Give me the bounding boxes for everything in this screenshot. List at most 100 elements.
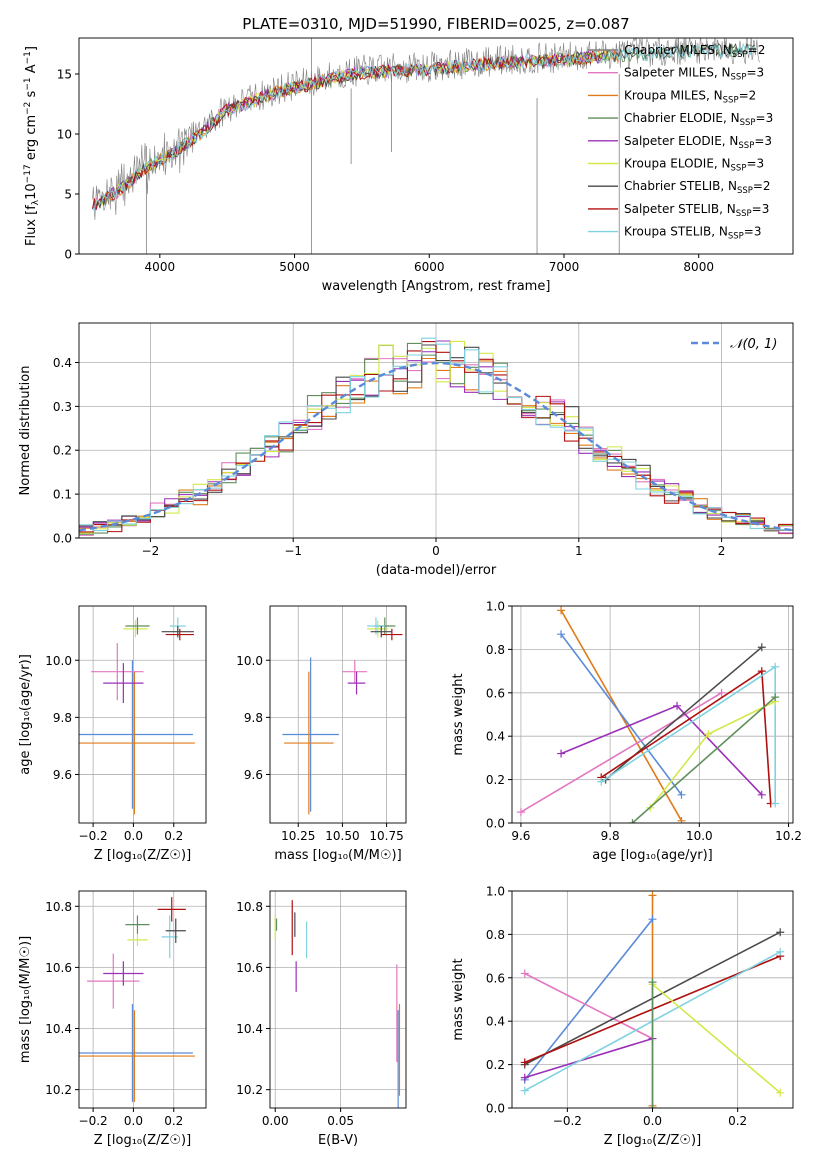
weight-point-marker [520, 1086, 529, 1095]
weight-point-marker [628, 819, 637, 823]
legend-value: =3 [756, 111, 774, 125]
y-tick-label: 0.2 [486, 1058, 505, 1072]
axes-frame [78, 37, 794, 255]
y-axis-label-part: −2 [23, 102, 33, 115]
weight-point-marker [557, 630, 566, 639]
y-tick-label: 0.4 [486, 730, 505, 744]
errorbar-point [165, 628, 194, 641]
errorbar-point [127, 933, 148, 947]
weight-point-marker [757, 790, 766, 799]
errorbar-point [342, 660, 368, 684]
plot-area [79, 897, 195, 1102]
errorbar-point [165, 918, 186, 943]
x-tick-label: 0.0 [124, 1114, 143, 1128]
x-tick-label: 1 [575, 544, 583, 558]
y-axis-label-part: A [24, 64, 39, 77]
y-tick-label: 0.1 [53, 488, 72, 502]
legend-entry: Kroupa ELODIE, NSSP=3 [624, 157, 764, 174]
errorbar-point [125, 617, 150, 635]
axes-weight-vs-Z: −0.2 0.0 0.2 0.0 0.2 0.4 0.6 0.8 1.0 Z [log₁₀(Z/Z… [451, 885, 794, 1148]
weight-point-marker [771, 693, 780, 702]
y-tick-label: 0.6 [486, 686, 505, 700]
weight-point-marker [677, 816, 686, 823]
y-tick-label: 0.8 [486, 928, 505, 942]
y-tick-label: 0 [64, 248, 72, 262]
y-tick-label: 1.0 [486, 600, 505, 614]
legend-name: Kroupa ELODIE, N [624, 157, 731, 171]
histogram-step-line [79, 340, 793, 534]
plot-area [520, 891, 785, 1108]
legend-subscript: SSP [732, 50, 748, 60]
x-tick-label: 10.75 [369, 829, 403, 843]
gaussian-curve [79, 361, 793, 532]
legend-subscript: SSP [728, 232, 744, 242]
weight-point-marker [673, 701, 682, 710]
x-tick-label: 10.0 [686, 829, 713, 843]
weight-point-marker [677, 790, 686, 799]
x-tick-label: 9.6 [511, 829, 530, 843]
legend-subscript: SSP [738, 141, 754, 151]
y-tick-label: 5 [64, 188, 72, 202]
errorbar-point [123, 620, 148, 638]
y-axis-label: age [log₁₀(age/yr)] [18, 654, 33, 775]
errorbar-point [79, 660, 193, 809]
y-tick-label: 0.0 [486, 1102, 505, 1116]
errorbar-point [91, 643, 144, 701]
weight-point-marker [776, 928, 785, 937]
weight-point-marker [516, 808, 525, 817]
x-tick-label: 10.25 [281, 829, 315, 843]
legend-entry: Kroupa STELIB, NSSP=3 [624, 225, 762, 242]
plot-area [92, 38, 760, 254]
y-tick-label: 10 [57, 128, 72, 142]
x-tick-label: 0 [432, 544, 440, 558]
y-tick-label: 9.8 [53, 711, 72, 725]
y-axis-label-part: ] [24, 46, 39, 51]
x-tick-label: −0.2 [79, 829, 108, 843]
legend-entry: Chabrier MILES, NSSP=2 [624, 43, 765, 60]
weight-series-line [631, 696, 776, 823]
y-axis-label-part: −1 [23, 77, 33, 90]
legend-name: Salpeter MILES, N [624, 66, 731, 80]
x-axis-label: Z [log₁₀(Z/Z☉)] [604, 1133, 701, 1148]
y-tick-label: 0.0 [486, 817, 505, 831]
x-tick-label: 7000 [549, 260, 580, 274]
x-tick-label: 8000 [683, 260, 714, 274]
legend-value: =3 [746, 157, 764, 171]
weight-point-marker [776, 1088, 785, 1097]
legend-subscript: SSP [740, 118, 756, 128]
y-tick-label: 9.8 [244, 711, 263, 725]
y-tick-label: 15 [57, 68, 72, 82]
weight-point-marker [771, 662, 780, 671]
axes-frame [511, 605, 794, 824]
axes-frame [78, 890, 207, 1109]
legend-entry: 𝒩(0, 1) [730, 337, 777, 352]
axes-weight-vs-age: 9.6 9.8 10.0 10.2 0.0 0.2 0.4 0.6 0.8 1.0 age [log… [451, 600, 802, 864]
x-axis-label: E(B-V) [318, 1133, 358, 1148]
legend: 𝒩(0, 1) [691, 337, 777, 352]
plot-area [516, 606, 780, 823]
axes-frame [269, 605, 407, 824]
errorbar-point [370, 625, 392, 638]
x-tick-label: 10.2 [775, 829, 802, 843]
y-axis-label-part: 10 [24, 183, 39, 200]
y-tick-label: 1.0 [486, 885, 505, 899]
y-tick-label: 10.4 [45, 1022, 72, 1036]
errorbar-point [79, 671, 195, 815]
errorbar-point [79, 1004, 193, 1102]
axes-frame [78, 605, 207, 824]
x-tick-label: 0.2 [164, 1114, 183, 1128]
y-axis-label-part: λ [31, 199, 41, 205]
y-axis-label: mass weight [451, 958, 466, 1040]
legend-value: =2 [753, 179, 771, 193]
x-tick-label: 0.0 [124, 829, 143, 843]
x-tick-label: 0.0 [643, 1114, 662, 1128]
y-tick-label: 10.8 [45, 900, 72, 914]
legend-entry: Kroupa MILES, NSSP=2 [624, 88, 756, 105]
x-axis-label: Z [log₁₀(Z/Z☉)] [94, 1133, 191, 1148]
x-tick-label: 10.50 [325, 829, 359, 843]
axes-mass-vs-Z: −0.2 0.0 0.2 10.2 10.4 10.6 10.8 Z [log₁₀(Z/Z☉)… [18, 890, 207, 1148]
legend-name: Kroupa STELIB, N [624, 225, 728, 239]
legend-entry: Salpeter STELIB, NSSP=3 [624, 202, 769, 219]
